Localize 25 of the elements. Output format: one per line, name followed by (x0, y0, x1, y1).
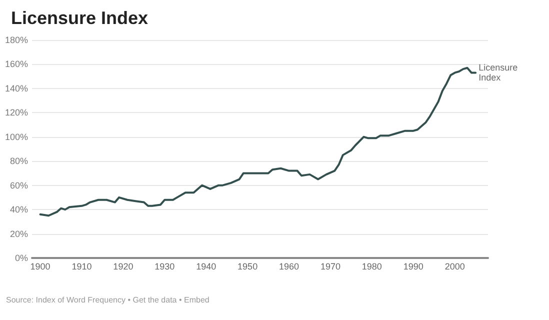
x-tick-label: 1980 (362, 262, 382, 272)
y-tick-label: 180% (4, 35, 28, 45)
x-tick-label: 1900 (30, 262, 50, 272)
y-tick-label: 40% (10, 204, 28, 215)
chart-title: Licensure Index (11, 8, 148, 28)
x-tick-label: 2000 (444, 262, 465, 272)
y-tick-label: 160% (4, 59, 28, 70)
x-tick-label: 1960 (279, 262, 300, 272)
y-tick-label: 20% (10, 228, 28, 239)
x-tick-label: 1950 (238, 262, 258, 272)
y-tick-label: 120% (4, 108, 28, 118)
y-tick-label: 100% (4, 132, 28, 142)
x-tick-label: 1990 (403, 262, 424, 272)
x-tick-label: 1910 (72, 262, 92, 272)
x-tick-label: 1920 (113, 262, 134, 272)
source-note: Source: Index of Word Frequency • Get the data • Embed (6, 296, 210, 304)
x-tick-label: 1940 (196, 262, 216, 272)
y-tick-label: 80% (10, 156, 28, 166)
line-series (39, 66, 477, 217)
y-tick-label: 0% (14, 253, 28, 263)
x-tick-label: 1930 (154, 262, 175, 272)
y-tick-label: 60% (10, 180, 28, 190)
y-tick-label: 140% (4, 83, 28, 94)
series-label: Licensure Index (478, 62, 518, 83)
x-tick-label: 1970 (320, 262, 340, 272)
